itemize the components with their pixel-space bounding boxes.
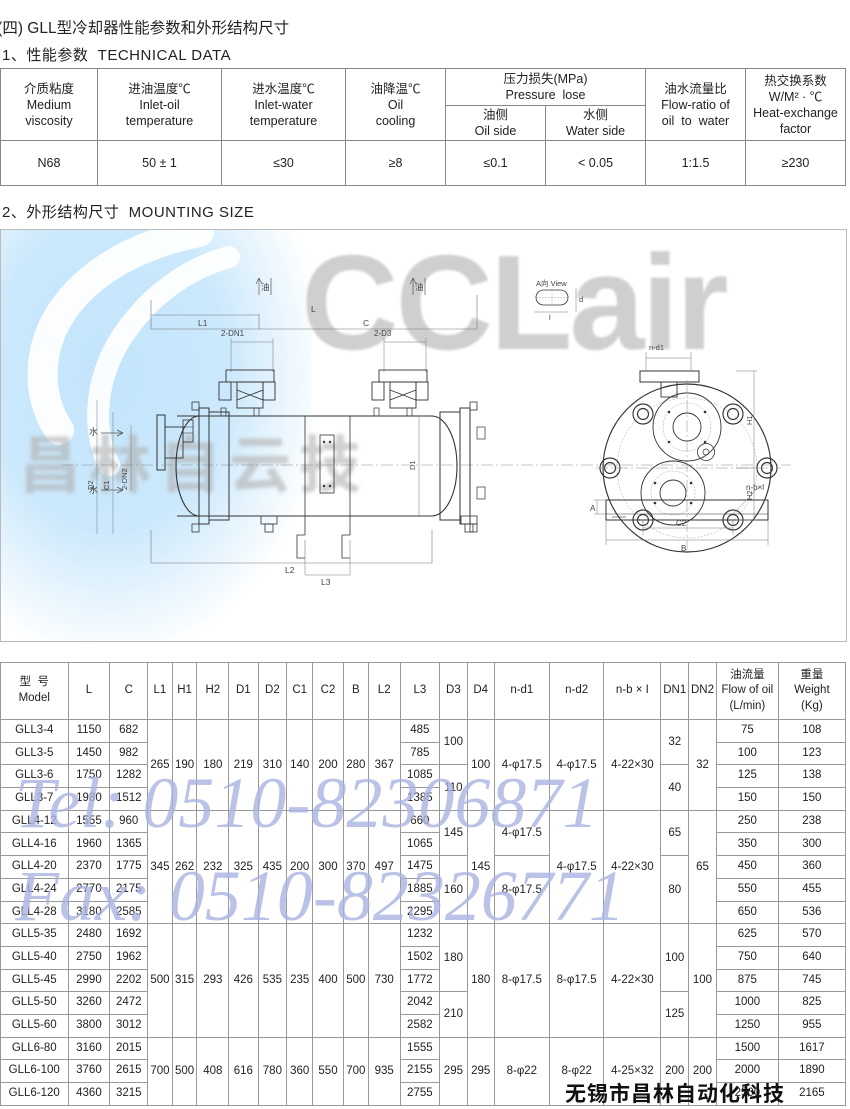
svg-text:n-d1: n-d1	[649, 343, 664, 352]
svg-text:L: L	[311, 304, 316, 314]
svg-text:l: l	[549, 313, 551, 322]
svg-text:C2: C2	[676, 519, 687, 528]
svg-text:L1: L1	[198, 318, 208, 328]
svg-text:2-DN1: 2-DN1	[221, 329, 245, 338]
svg-text:L2: L2	[285, 565, 295, 575]
svg-text:n-b×l: n-b×l	[746, 483, 764, 492]
svg-text:H1: H1	[745, 415, 754, 425]
svg-text:2-D3: 2-D3	[374, 329, 392, 338]
svg-text:A: A	[590, 504, 596, 513]
svg-text:C1: C1	[102, 480, 111, 490]
svg-text:B: B	[681, 544, 686, 553]
svg-text:L3: L3	[321, 577, 331, 587]
svg-text:A向 View: A向 View	[536, 278, 567, 288]
svg-text:2-DN2: 2-DN2	[120, 468, 129, 490]
svg-text:水: 水	[89, 426, 98, 437]
svg-text:d: d	[579, 295, 583, 304]
svg-text:D2: D2	[86, 480, 95, 490]
svg-text:油: 油	[415, 282, 424, 292]
svg-text:C: C	[363, 318, 369, 328]
svg-text:D1: D1	[408, 460, 417, 470]
svg-text:油: 油	[261, 282, 270, 292]
